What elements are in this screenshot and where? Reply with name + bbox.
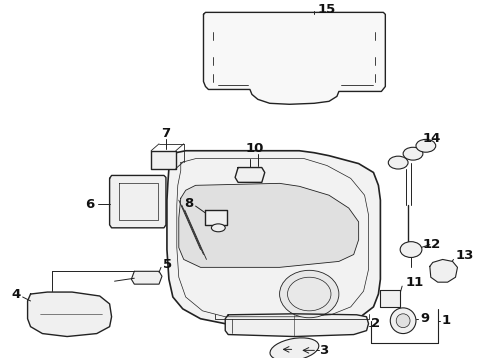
Polygon shape [203,12,385,104]
Polygon shape [151,151,176,168]
Polygon shape [430,260,458,282]
Text: 7: 7 [161,127,171,140]
Text: 1: 1 [441,314,451,327]
Circle shape [396,314,410,328]
Polygon shape [380,290,400,307]
Text: 3: 3 [319,344,328,357]
Text: 14: 14 [423,132,441,145]
Text: 5: 5 [163,258,172,271]
Polygon shape [131,271,162,284]
Ellipse shape [400,242,422,257]
Ellipse shape [211,224,225,232]
Ellipse shape [403,147,423,160]
Text: 15: 15 [317,3,335,16]
Text: 12: 12 [423,238,441,251]
Polygon shape [110,175,166,228]
Polygon shape [179,183,359,267]
Polygon shape [167,151,380,324]
Text: 11: 11 [405,276,423,289]
Text: 6: 6 [86,198,95,211]
Ellipse shape [270,338,319,360]
Ellipse shape [388,156,408,169]
Ellipse shape [416,139,436,152]
Text: 4: 4 [11,288,21,301]
Text: 9: 9 [420,312,429,325]
Polygon shape [225,314,368,337]
Text: 10: 10 [245,142,264,155]
Text: 2: 2 [371,317,381,330]
Text: 8: 8 [184,197,194,210]
Text: 13: 13 [456,249,474,262]
Circle shape [390,308,416,334]
Polygon shape [27,292,112,337]
Polygon shape [205,210,227,225]
Polygon shape [235,167,265,183]
Ellipse shape [280,270,339,318]
